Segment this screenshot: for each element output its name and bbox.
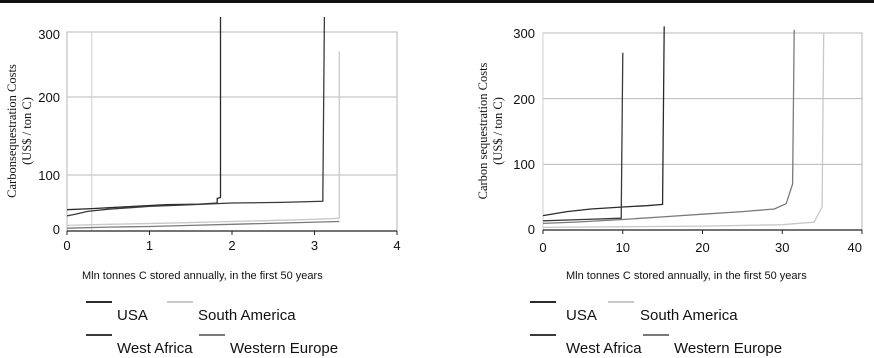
left-xtick-label: 4 [393, 238, 400, 253]
series-line-west-africa [66, 16, 326, 217]
left-gridlines [66, 31, 398, 235]
left-ytick-label: 100 [38, 168, 60, 183]
left-plot-area [66, 31, 398, 232]
left-ytick-label: 300 [38, 27, 60, 42]
left-xlabel: Mln tonnes C stored annually, in the fir… [82, 270, 323, 282]
left-xtick-label: 1 [146, 238, 153, 253]
left-ylabel-line1: Carbonsequestration Costs [5, 64, 19, 198]
left-ylabel-line2: (US$ / ton C) [20, 97, 34, 165]
right-ylabel-line2: (US$ / ton C) [491, 97, 505, 165]
right-ytick-label: 200 [513, 92, 535, 107]
right-ytick-label: 100 [513, 157, 535, 172]
left-chart: Carbonsequestration Costs (US$ / ton C) … [5, 16, 401, 357]
left-ytick-label: 200 [38, 90, 60, 105]
left-ytick-label: 0 [53, 222, 60, 237]
legend-label-south-america: South America [640, 307, 738, 324]
right-xtick-label: 0 [539, 240, 546, 255]
legend-label-western-europe: Western Europe [674, 340, 782, 357]
right-xlabel: Mln tonnes C stored annually, in the fir… [566, 270, 807, 282]
left-xtick-label: 0 [63, 238, 70, 253]
series-line-usa [66, 17, 222, 211]
right-xtick-label: 10 [616, 240, 630, 255]
legend-label-usa: USA [117, 307, 148, 324]
right-ytick-label: 300 [513, 26, 535, 41]
legend-label-west-africa: West Africa [566, 340, 642, 357]
left-xtick-label: 3 [311, 238, 318, 253]
left-series-group [66, 16, 340, 229]
right-chart: Carbon sequestration Costs (US$ / ton C)… [476, 26, 863, 357]
series-line-usa [542, 26, 665, 217]
series-line-western-europe [66, 220, 340, 229]
right-ylabel-line1: Carbon sequestration Costs [476, 62, 490, 199]
right-xtick-label: 40 [848, 240, 862, 255]
series-line-west-africa [542, 52, 624, 222]
right-xtick-label: 20 [695, 240, 709, 255]
legend-label-usa: USA [566, 307, 597, 324]
legend-label-western-europe: Western Europe [230, 340, 338, 357]
series-line-south-america [66, 51, 340, 227]
series-line-south-america [542, 32, 825, 229]
right-gridlines [542, 32, 863, 234]
left-legend: USA South America West Africa Western Eu… [86, 301, 338, 357]
top-rule [0, 0, 874, 3]
right-legend: USA South America West Africa Western Eu… [530, 301, 782, 357]
series-line-western-europe [542, 29, 795, 225]
left-xtick-label: 2 [228, 238, 235, 253]
right-ytick-label: 0 [528, 222, 535, 237]
right-plot-area [542, 32, 863, 231]
legend-label-west-africa: West Africa [117, 340, 193, 357]
right-series-group [542, 26, 825, 229]
right-xtick-label: 30 [775, 240, 789, 255]
legend-label-south-america: South America [198, 307, 296, 324]
